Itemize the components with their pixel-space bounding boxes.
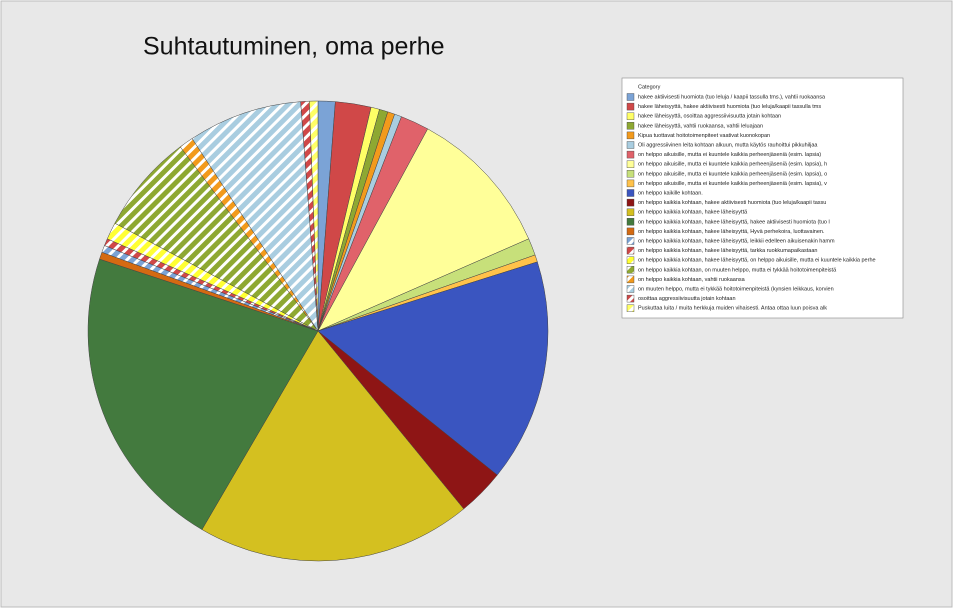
legend-swatch	[626, 218, 635, 226]
legend-swatch	[626, 304, 635, 312]
legend-label: hakee aktiivisesti huomiota (tuo leluja …	[638, 94, 826, 100]
legend-swatch	[626, 294, 635, 303]
legend-label: on helppo kaikkia kohtaan, on muuten hel…	[638, 267, 837, 273]
legend-label: hakee läheisyyttä, hakee aktiivisesti hu…	[638, 104, 821, 110]
legend-label: on muuten helppo, mutta ei tykkää hoitot…	[638, 286, 834, 292]
legend-swatch	[626, 227, 635, 236]
legend-swatch	[626, 256, 635, 264]
legend-swatch	[626, 208, 635, 216]
legend-label: on helppo aikuisille, mutta ei kuuntele …	[638, 171, 827, 177]
legend-label: hakee läheisyyttä, osoittaa aggressiivis…	[638, 114, 781, 120]
legend-label: on helppo aikuisille, mutta ei kuuntele …	[638, 162, 827, 168]
legend-label: on helppo kaikkia kohtaan, hakee läheisy…	[638, 210, 748, 216]
legend-box	[621, 77, 904, 319]
legend-label: hakee läheisyyttä, vahtii ruokaansa, vah…	[638, 123, 763, 129]
pie-slice	[201, 330, 465, 562]
pie-slice	[114, 146, 319, 332]
legend-label: Kipua tuottavat hoitotoimenpiteet vaativ…	[638, 133, 770, 139]
legend-swatch	[626, 141, 635, 149]
legend-label: Oli aggressiivinen leita kohtaan alkuun,…	[638, 142, 818, 148]
legend-label: on helppo aikuisille, mutta ei kuuntele …	[638, 181, 827, 187]
pie-slice	[317, 128, 530, 332]
pie-slice	[317, 261, 549, 476]
legend-swatch	[626, 150, 635, 159]
legend-label: on helppo kaikille kohtaan.	[638, 190, 703, 196]
legend-swatch	[626, 237, 635, 245]
legend-swatch	[626, 189, 635, 197]
legend-label: Puskuttaa luita / muita herkkuja muiden …	[638, 306, 827, 312]
legend-label: on helppo kaikkia kohtaan, hakee aktiivi…	[638, 200, 826, 206]
pie-slice	[191, 101, 319, 332]
legend-swatch	[626, 275, 635, 284]
legend-swatch	[626, 112, 635, 120]
pie-slice	[309, 100, 319, 332]
legend-swatch	[626, 246, 635, 255]
legend-swatch	[626, 179, 635, 188]
legend-label: on helppo kaikkia kohtaan, hakee läheisy…	[638, 258, 876, 264]
legend-label: on helppo kaikkia kohtaan, hakee läheisy…	[638, 229, 825, 235]
legend-label: on helppo kaikkia kohtaan, hakee läheisy…	[638, 219, 830, 225]
legend-title: Category	[638, 84, 661, 90]
legend-swatch	[626, 170, 635, 178]
legend-label: on helppo aikuisille, mutta ei kuuntele …	[638, 152, 821, 158]
chart-title: Suhtautuminen, oma perhe	[143, 33, 445, 61]
legend-swatch	[626, 266, 635, 274]
legend-label: osoittaa aggressiivisuutta jotain kohtaa…	[638, 296, 736, 302]
legend-swatch	[626, 93, 635, 101]
legend-swatch	[626, 131, 635, 140]
legend-swatch	[626, 102, 635, 111]
legend-label: on helppo kaikkia kohtaan, hakee läheisy…	[638, 238, 835, 244]
pie-slice	[87, 258, 319, 530]
legend-swatch	[626, 160, 635, 168]
legend-swatch	[626, 198, 635, 207]
legend-label: on helppo kaikkia kohtaan, vahtii ruokaa…	[638, 277, 746, 283]
legend-swatch	[626, 285, 635, 293]
legend-swatch	[626, 122, 635, 130]
legend-label: on helppo kaikkia kohtaan, hakee läheisy…	[638, 248, 817, 254]
